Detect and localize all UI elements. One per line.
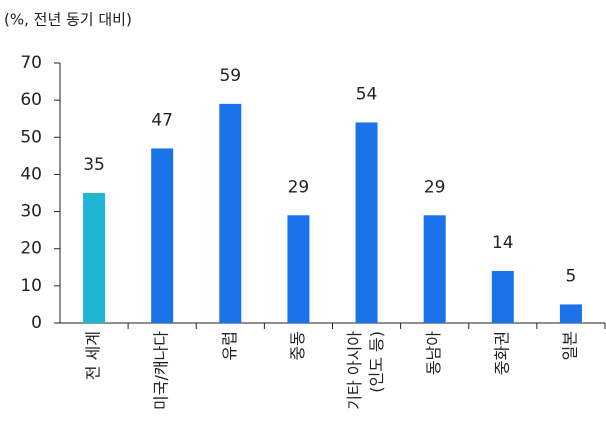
bar: [83, 193, 106, 323]
data-label: 14: [492, 233, 514, 253]
data-label: 29: [424, 177, 446, 197]
y-tick-label: 70: [20, 53, 42, 73]
y-tick-label: 50: [20, 127, 42, 147]
y-tick-label: 20: [20, 239, 42, 259]
x-tick-label: 미국/캐나다: [152, 331, 171, 410]
y-tick-label: 0: [31, 313, 42, 333]
data-label: 54: [356, 84, 378, 104]
x-tick-label: 중동: [288, 331, 307, 360]
data-label: 5: [566, 266, 577, 286]
bar: [287, 215, 310, 323]
x-tick-label: 기타 아시아: [345, 331, 364, 410]
y-tick-label: 30: [20, 202, 42, 222]
x-tick-label: 일본: [560, 331, 579, 360]
y-tick-label: 40: [20, 164, 42, 184]
data-label: 35: [83, 155, 105, 175]
bar: [151, 148, 174, 323]
data-label: 47: [151, 110, 173, 130]
bar: [355, 122, 378, 323]
y-tick-label: 60: [20, 90, 42, 110]
x-tick-label: 유럽: [220, 331, 239, 360]
bar: [219, 103, 242, 323]
x-tick-label: (인도 등): [367, 331, 386, 393]
y-tick-label: 10: [20, 276, 42, 296]
x-tick-label: 동남아: [424, 331, 443, 375]
bar: [559, 304, 582, 323]
bar: [423, 215, 446, 323]
x-tick-label: 중화권: [492, 331, 511, 375]
bar: [491, 271, 514, 323]
data-label: 59: [219, 66, 241, 86]
unit-label: (%, 전년 동기 대비): [4, 11, 132, 29]
data-label: 29: [288, 177, 310, 197]
x-tick-label: 전 세계: [84, 331, 103, 380]
